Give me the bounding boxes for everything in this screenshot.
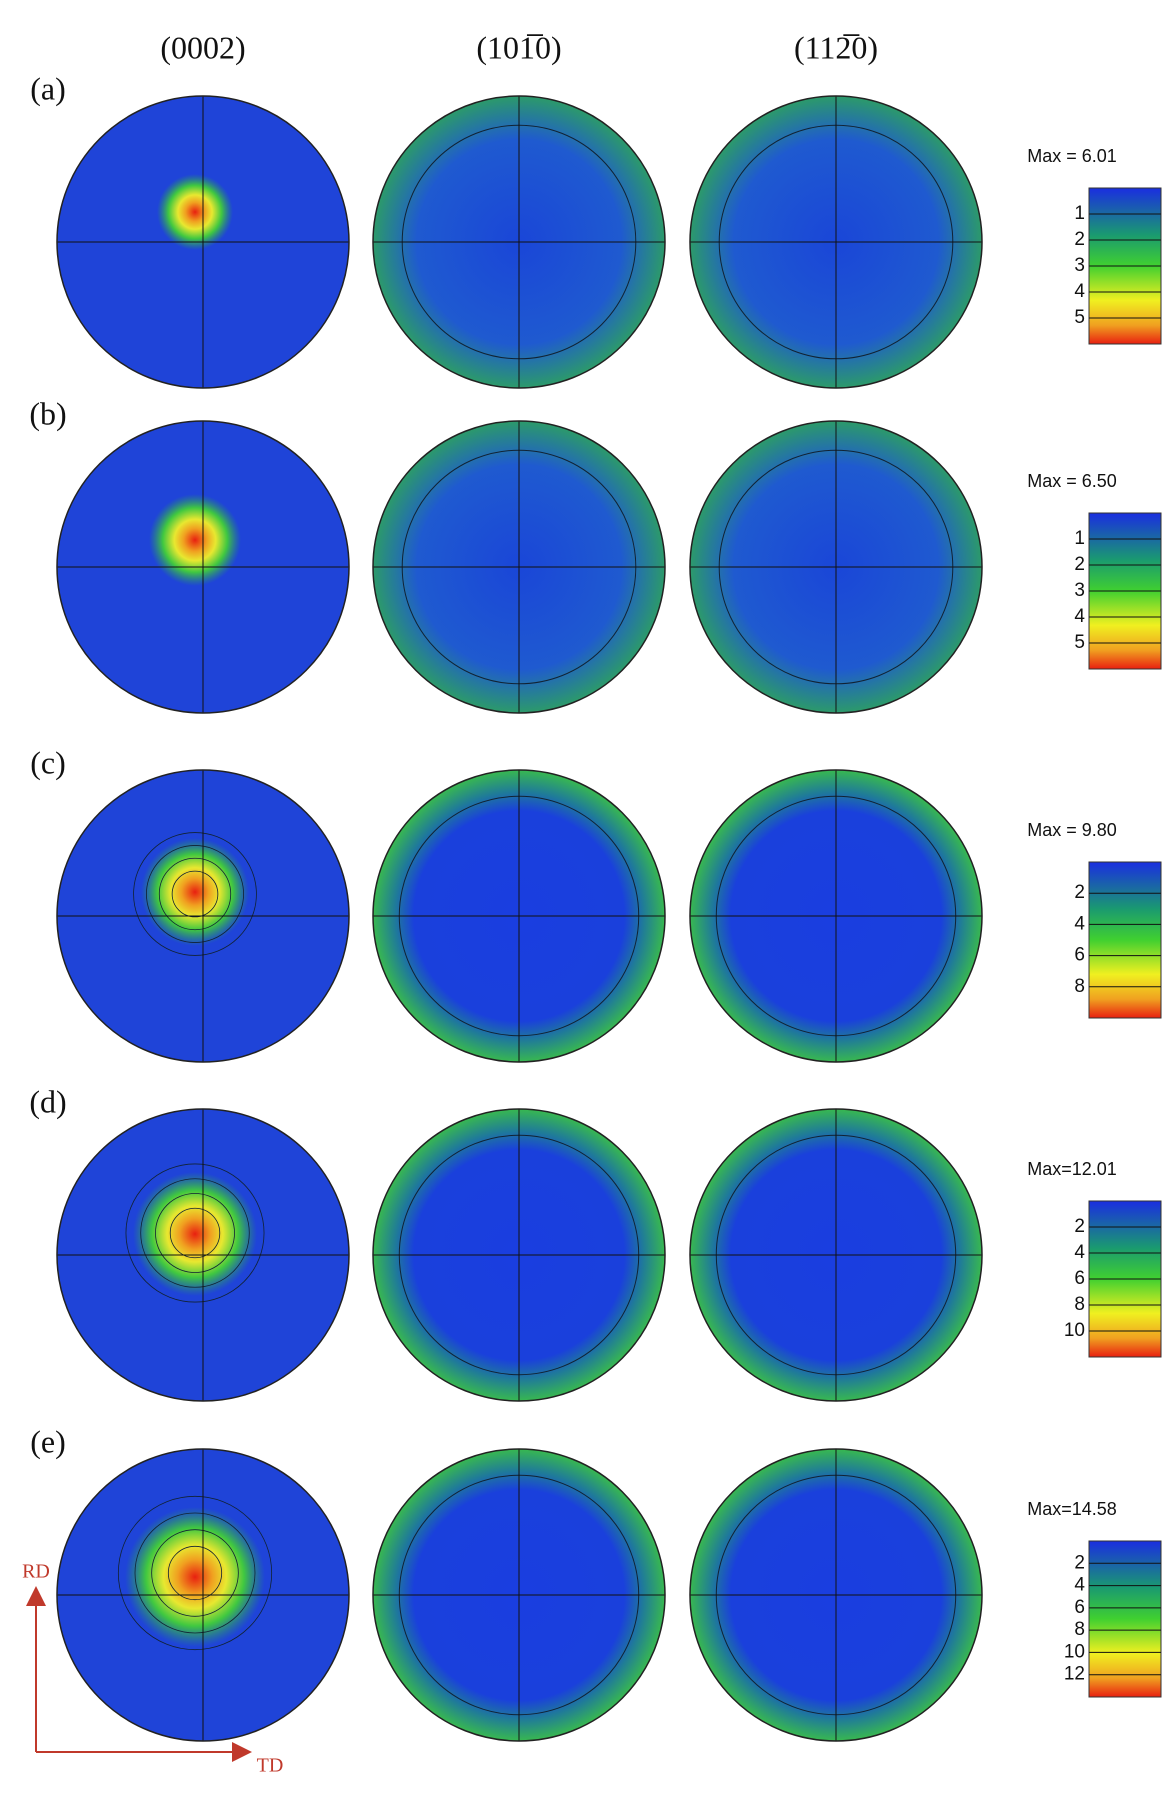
outline — [689, 769, 983, 1063]
max-label: Max = 6.50 — [1027, 471, 1117, 491]
contour — [171, 870, 219, 918]
contour — [133, 832, 257, 956]
colorbar-label: 2 — [1074, 229, 1085, 250]
colorbar-label: 10 — [1064, 1320, 1085, 1341]
colorbar-label: 4 — [1074, 913, 1085, 934]
colorbar-label: 2 — [1074, 554, 1085, 575]
column-header: (112̅0) — [794, 29, 878, 65]
max-label: Max=12.01 — [1027, 1159, 1117, 1179]
outline — [56, 1448, 350, 1742]
colorbar-label: 1 — [1074, 203, 1085, 224]
colorbar-label: 2 — [1074, 1552, 1085, 1573]
contour — [140, 1178, 250, 1288]
colorbar-label: 4 — [1074, 281, 1085, 302]
contour — [125, 1163, 265, 1303]
outline — [56, 95, 350, 389]
outline — [372, 420, 666, 714]
intensity-spot — [149, 494, 241, 586]
intensity-spot — [125, 1507, 265, 1647]
colorbar-label: 6 — [1074, 1597, 1085, 1618]
colorbar — [1088, 861, 1162, 1019]
colorbar-label: 4 — [1074, 1575, 1085, 1596]
column-header: (0002) — [160, 29, 245, 65]
contour — [117, 1495, 273, 1651]
max-label: Max=14.58 — [1027, 1499, 1117, 1519]
colorbar-label: 2 — [1074, 882, 1085, 903]
colorbar-label: 5 — [1074, 307, 1085, 328]
outline — [372, 95, 666, 389]
outline — [56, 769, 350, 1063]
rd-label: RD — [22, 1561, 50, 1583]
colorbar — [1088, 1540, 1162, 1698]
intensity-spot — [133, 1172, 257, 1296]
colorbar-label: 6 — [1074, 945, 1085, 966]
contour — [155, 1193, 235, 1273]
colorbar-label: 8 — [1074, 1619, 1085, 1640]
contour — [134, 1512, 256, 1634]
outline — [372, 1108, 666, 1402]
row-label: (d) — [29, 1083, 66, 1119]
outline — [372, 1448, 666, 1742]
intensity-spot — [157, 174, 233, 250]
colorbar-label: 6 — [1074, 1268, 1085, 1289]
row-label: (a) — [30, 70, 66, 106]
colorbar-label: 5 — [1074, 632, 1085, 653]
td-label: TD — [257, 1755, 284, 1777]
colorbar-label: 3 — [1074, 255, 1085, 276]
outline — [56, 420, 350, 714]
colorbar-label: 1 — [1074, 528, 1085, 549]
outline — [56, 1108, 350, 1402]
colorbar-label: 4 — [1074, 606, 1085, 627]
column-header: (101̅0) — [476, 29, 561, 65]
colorbar-label: 8 — [1074, 1294, 1085, 1315]
max-label: Max = 6.01 — [1027, 146, 1117, 166]
colorbar-label: 2 — [1074, 1216, 1085, 1237]
outline — [689, 1448, 983, 1742]
colorbar-label: 8 — [1074, 976, 1085, 997]
contour — [158, 857, 232, 931]
outline — [689, 420, 983, 714]
colorbar-label: 12 — [1064, 1664, 1085, 1685]
contour — [169, 1207, 221, 1259]
outline — [689, 95, 983, 389]
max-label: Max = 9.80 — [1027, 820, 1117, 840]
colorbar-label: 3 — [1074, 580, 1085, 601]
row-label: (c) — [30, 744, 66, 780]
outline — [689, 1108, 983, 1402]
contour — [167, 1545, 223, 1601]
outline — [372, 769, 666, 1063]
row-label: (e) — [30, 1423, 66, 1459]
intensity-spot — [141, 838, 249, 946]
row-label: (b) — [29, 395, 66, 431]
colorbar-label: 4 — [1074, 1242, 1085, 1263]
colorbar-label: 10 — [1064, 1641, 1085, 1662]
contour — [146, 845, 244, 943]
contour — [151, 1529, 239, 1617]
